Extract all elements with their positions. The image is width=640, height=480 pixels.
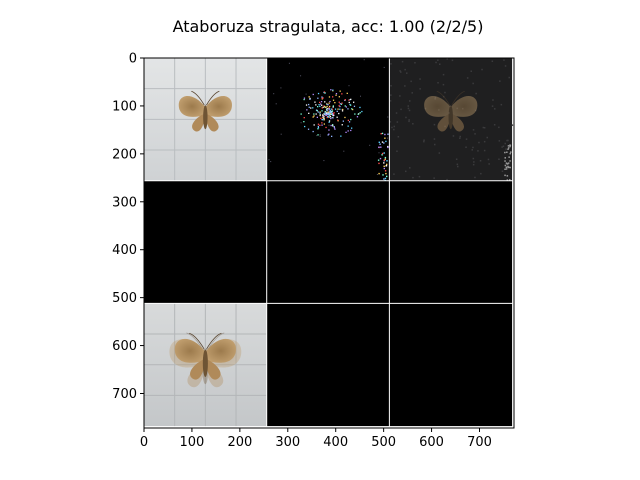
moth-shape xyxy=(178,90,232,132)
x-tick-label: 700 xyxy=(467,435,492,450)
axes-frame xyxy=(143,57,515,429)
y-tick-label: 400 xyxy=(112,243,137,258)
x-tick-label: 300 xyxy=(275,435,300,450)
y-tick-label: 300 xyxy=(112,195,137,210)
y-axis: 0 100 200 300 400 500 600 700 xyxy=(112,52,144,402)
tile-moth-photo xyxy=(144,58,267,181)
y-tick-label: 700 xyxy=(112,387,137,402)
x-tick-label: 400 xyxy=(323,435,348,450)
x-tick-label: 200 xyxy=(227,435,252,450)
y-tick-label: 500 xyxy=(112,291,137,306)
tile-black xyxy=(389,180,513,304)
tile-black xyxy=(389,303,513,427)
x-tick-label: 600 xyxy=(419,435,444,450)
y-tick-label: 600 xyxy=(112,339,137,354)
tile-moth-overlay-photo xyxy=(144,303,267,427)
x-axis: 0 100 200 300 400 500 600 700 xyxy=(140,428,492,450)
moth-shape xyxy=(424,90,478,132)
x-tick-label: 0 xyxy=(140,435,148,450)
y-tick-label: 100 xyxy=(112,99,137,114)
moth-shape xyxy=(174,332,236,380)
y-tick-label: 200 xyxy=(112,147,137,162)
x-tick-label: 500 xyxy=(371,435,396,450)
chart-title: Ataboruza stragulata, acc: 1.00 (2/2/5) xyxy=(173,17,484,36)
tile-sparse-attribution-map xyxy=(266,58,390,182)
tile-black xyxy=(144,180,267,304)
image-tiles xyxy=(144,58,514,427)
tile-dim-moth-photo xyxy=(389,58,514,182)
tile-black xyxy=(266,180,390,304)
y-tick-label: 0 xyxy=(129,52,137,67)
tile-separators xyxy=(144,58,514,428)
tile-black xyxy=(266,303,390,427)
x-tick-label: 100 xyxy=(180,435,205,450)
